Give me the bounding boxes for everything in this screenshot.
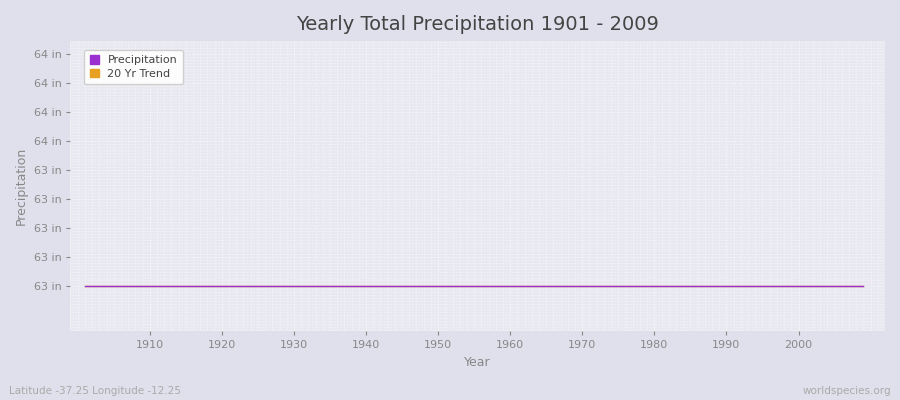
X-axis label: Year: Year	[464, 356, 491, 369]
Precipitation	[137, 284, 148, 289]
Y-axis label: Precipitation: Precipitation	[15, 147, 28, 225]
20 Yr Trend	[79, 284, 90, 289]
Precipitation	[505, 284, 516, 289]
20 Yr Trend	[591, 284, 602, 289]
Legend: Precipitation, 20 Yr Trend: Precipitation, 20 Yr Trend	[85, 50, 183, 84]
20 Yr Trend	[505, 284, 516, 289]
Precipitation	[591, 284, 602, 289]
Text: Latitude -37.25 Longitude -12.25: Latitude -37.25 Longitude -12.25	[9, 386, 181, 396]
Precipitation	[858, 284, 868, 289]
20 Yr Trend	[296, 284, 307, 289]
20 Yr Trend	[137, 284, 148, 289]
20 Yr Trend	[339, 284, 350, 289]
Text: worldspecies.org: worldspecies.org	[803, 386, 891, 396]
20 Yr Trend	[498, 284, 508, 289]
Precipitation	[296, 284, 307, 289]
Precipitation	[498, 284, 508, 289]
Precipitation	[339, 284, 350, 289]
Title: Yearly Total Precipitation 1901 - 2009: Yearly Total Precipitation 1901 - 2009	[296, 15, 659, 34]
20 Yr Trend	[858, 284, 868, 289]
Precipitation	[79, 284, 90, 289]
